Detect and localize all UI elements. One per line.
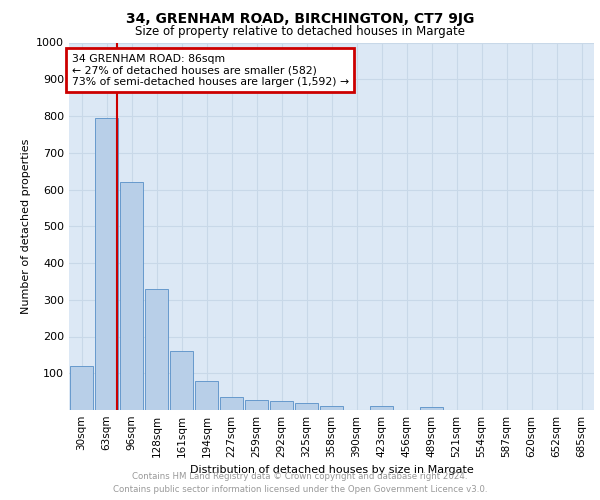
Bar xyxy=(195,382,218,410)
Bar xyxy=(270,401,293,410)
Text: Size of property relative to detached houses in Margate: Size of property relative to detached ho… xyxy=(135,25,465,38)
Bar xyxy=(420,407,443,410)
Text: 34 GRENHAM ROAD: 86sqm
← 27% of detached houses are smaller (582)
73% of semi-de: 34 GRENHAM ROAD: 86sqm ← 27% of detached… xyxy=(71,54,349,86)
Bar xyxy=(120,182,143,410)
Bar xyxy=(95,118,118,410)
Bar xyxy=(295,404,318,410)
Text: Contains HM Land Registry data © Crown copyright and database right 2024.
Contai: Contains HM Land Registry data © Crown c… xyxy=(113,472,487,494)
X-axis label: Distribution of detached houses by size in Margate: Distribution of detached houses by size … xyxy=(190,466,473,475)
Bar xyxy=(320,406,343,410)
Bar xyxy=(370,406,393,410)
Bar xyxy=(245,400,268,410)
Bar xyxy=(220,397,243,410)
Y-axis label: Number of detached properties: Number of detached properties xyxy=(20,138,31,314)
Bar xyxy=(70,366,93,410)
Text: 34, GRENHAM ROAD, BIRCHINGTON, CT7 9JG: 34, GRENHAM ROAD, BIRCHINGTON, CT7 9JG xyxy=(126,12,474,26)
Bar xyxy=(170,351,193,410)
Bar xyxy=(145,290,168,410)
